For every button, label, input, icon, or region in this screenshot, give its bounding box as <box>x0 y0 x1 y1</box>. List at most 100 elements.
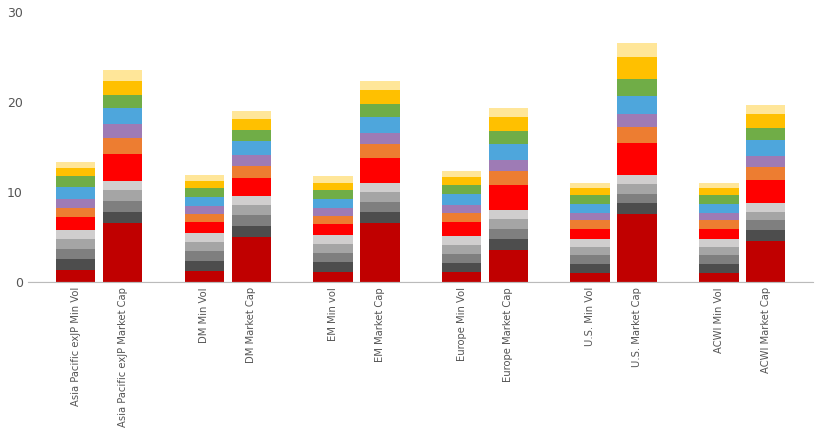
Bar <box>699 188 738 195</box>
Bar <box>441 254 481 263</box>
Bar <box>617 174 656 184</box>
Bar <box>617 143 656 174</box>
Bar <box>699 247 738 255</box>
Bar <box>488 210 527 219</box>
Bar <box>103 124 143 138</box>
Bar <box>570 188 609 195</box>
Bar <box>441 205 481 213</box>
Bar <box>441 263 481 272</box>
Bar <box>56 168 95 177</box>
Bar <box>313 262 352 272</box>
Bar <box>488 240 527 250</box>
Bar <box>313 190 352 199</box>
Bar <box>184 188 224 197</box>
Bar <box>103 95 143 108</box>
Bar <box>56 240 95 249</box>
Bar <box>745 241 785 282</box>
Bar <box>488 229 527 240</box>
Bar <box>488 108 527 117</box>
Bar <box>570 240 609 247</box>
Bar <box>184 174 224 181</box>
Bar <box>745 211 785 220</box>
Bar <box>231 205 270 215</box>
Bar <box>56 162 95 168</box>
Bar <box>103 190 143 201</box>
Bar <box>488 219 527 229</box>
Bar <box>617 57 656 79</box>
Bar <box>56 270 95 282</box>
Bar <box>56 249 95 259</box>
Bar <box>184 181 224 188</box>
Bar <box>231 155 270 166</box>
Bar <box>103 108 143 124</box>
Bar <box>103 138 143 154</box>
Bar <box>103 223 143 282</box>
Bar <box>617 214 656 282</box>
Bar <box>231 226 270 237</box>
Bar <box>699 240 738 247</box>
Bar <box>56 199 95 208</box>
Bar <box>231 141 270 155</box>
Bar <box>360 202 399 212</box>
Bar <box>313 216 352 224</box>
Bar <box>441 245 481 254</box>
Bar <box>617 127 656 143</box>
Bar <box>441 213 481 222</box>
Bar <box>103 181 143 190</box>
Bar <box>488 184 527 210</box>
Bar <box>360 104 399 117</box>
Bar <box>745 203 785 211</box>
Bar <box>699 229 738 240</box>
Bar <box>570 195 609 204</box>
Bar <box>231 237 270 282</box>
Bar <box>488 117 527 131</box>
Bar <box>56 187 95 199</box>
Bar <box>103 70 143 81</box>
Bar <box>313 177 352 183</box>
Bar <box>617 204 656 214</box>
Bar <box>570 263 609 273</box>
Bar <box>184 222 224 233</box>
Bar <box>231 215 270 226</box>
Bar <box>617 114 656 127</box>
Bar <box>488 250 527 282</box>
Bar <box>745 105 785 115</box>
Bar <box>231 130 270 141</box>
Bar <box>488 160 527 171</box>
Bar <box>360 158 399 183</box>
Bar <box>360 144 399 158</box>
Bar <box>745 230 785 241</box>
Bar <box>699 195 738 204</box>
Bar <box>103 201 143 211</box>
Bar <box>103 81 143 95</box>
Bar <box>360 192 399 202</box>
Bar <box>231 196 270 205</box>
Bar <box>184 251 224 261</box>
Bar <box>745 156 785 167</box>
Bar <box>570 273 609 282</box>
Bar <box>617 43 656 57</box>
Bar <box>488 131 527 144</box>
Bar <box>441 194 481 205</box>
Bar <box>103 211 143 223</box>
Bar <box>231 111 270 119</box>
Bar <box>570 255 609 263</box>
Bar <box>360 212 399 223</box>
Bar <box>617 184 656 194</box>
Bar <box>745 115 785 128</box>
Bar <box>184 233 224 242</box>
Bar <box>745 167 785 180</box>
Bar <box>184 261 224 271</box>
Bar <box>699 204 738 213</box>
Bar <box>184 271 224 282</box>
Bar <box>745 128 785 140</box>
Bar <box>570 247 609 255</box>
Bar <box>360 183 399 192</box>
Bar <box>231 119 270 130</box>
Bar <box>570 183 609 188</box>
Bar <box>488 144 527 160</box>
Bar <box>56 208 95 217</box>
Bar <box>570 204 609 213</box>
Bar <box>313 224 352 235</box>
Bar <box>360 223 399 282</box>
